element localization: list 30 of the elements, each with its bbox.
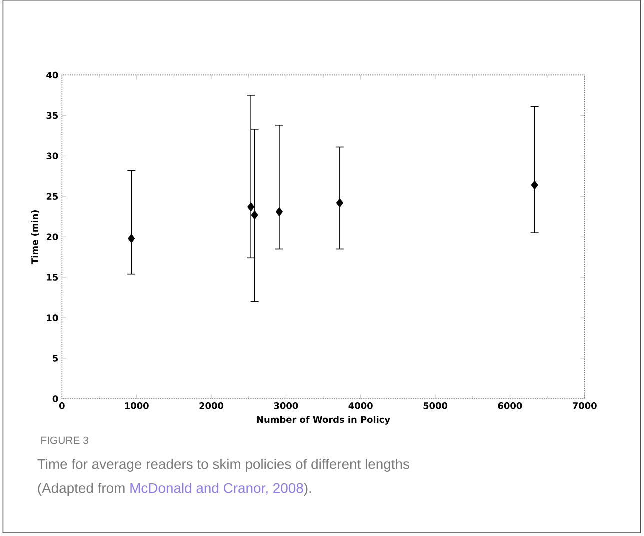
point bbox=[336, 198, 344, 208]
y-tick-label: 30 bbox=[46, 152, 58, 160]
y-tick-label: 0 bbox=[52, 395, 58, 402]
y-tick-label: 15 bbox=[47, 274, 58, 281]
x-tick-label: 3000 bbox=[274, 402, 298, 410]
y-axis-title: Time (min) bbox=[31, 210, 40, 264]
x-tick-label: 2000 bbox=[200, 402, 224, 410]
x-tick-label: 7000 bbox=[572, 402, 597, 410]
text: McDonald and Cranor, 2008 bbox=[130, 482, 304, 495]
y-tick-label: 40 bbox=[46, 72, 58, 78]
text: ). bbox=[304, 482, 312, 496]
point bbox=[531, 180, 538, 190]
y-tick-label: 5 bbox=[53, 355, 58, 362]
point bbox=[248, 202, 255, 212]
y-tick-label: 25 bbox=[46, 193, 58, 200]
caption: FIGURE 3 bbox=[42, 436, 88, 444]
point bbox=[128, 234, 136, 244]
y-tick-label: 35 bbox=[46, 112, 58, 119]
x-tick-label: 0 bbox=[59, 402, 65, 410]
x-tick-label: 6000 bbox=[498, 402, 522, 410]
x-axis-title: Number of Words in Policy bbox=[257, 416, 390, 425]
y-tick-label: 20 bbox=[46, 234, 58, 240]
x-tick-label: 4000 bbox=[348, 402, 373, 410]
point bbox=[251, 210, 258, 220]
x-tick-label: 5000 bbox=[424, 402, 448, 410]
point bbox=[276, 207, 284, 217]
x-tick-label: 1000 bbox=[125, 402, 149, 410]
y-tick-label: 10 bbox=[47, 314, 58, 322]
text: Time for average readers to skim policies of different lengths bbox=[38, 458, 410, 472]
text: (Adapted from bbox=[38, 482, 125, 496]
